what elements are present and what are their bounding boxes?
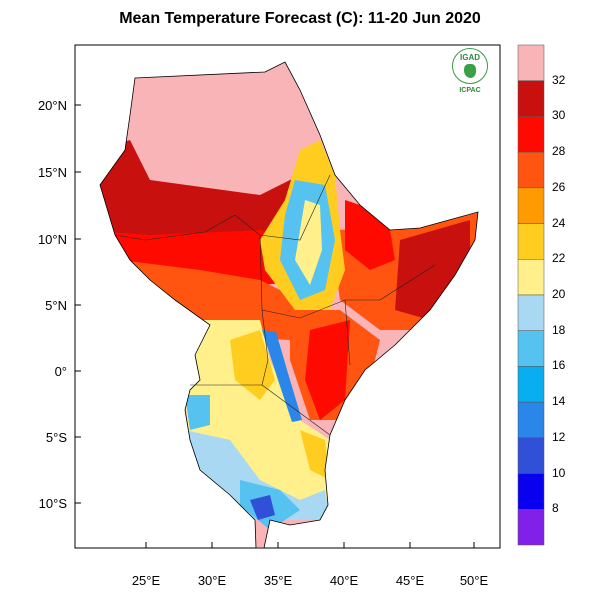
colorbar-label: 24 (552, 215, 566, 230)
x-tick-label: 40°E (330, 573, 359, 588)
y-tick-label: 10°S (39, 496, 68, 511)
x-tick-label: 35°E (264, 573, 293, 588)
colorbar-swatch (517, 187, 545, 224)
colorbar-label: 28 (552, 144, 566, 159)
colorbar-swatch (517, 223, 545, 260)
colorbar-label: 8 (552, 501, 559, 516)
y-tick-label: 5°N (45, 298, 67, 313)
y-tick-label: 0° (55, 364, 67, 379)
internal-borders (114, 174, 436, 436)
x-tick-label: 25°E (132, 573, 161, 588)
colorbar-swatch (517, 80, 545, 117)
colorbar-swatch (517, 366, 545, 403)
icpac-logo: IGAD ICPAC (445, 48, 495, 104)
colorbar-label: 26 (552, 179, 566, 194)
axis-ticks: 25°E 30°E 35°E 40°E 45°E 50°E 20°N 15°N 10°N 5°N 0… (38, 98, 489, 588)
y-tick-label: 5°S (46, 430, 67, 445)
colorbar-label: 32 (552, 72, 566, 87)
colorbar-label: 12 (552, 429, 566, 444)
colorbar-swatch (517, 44, 545, 81)
logo-icpac-text: ICPAC (459, 87, 481, 94)
colorbar-label: 10 (552, 465, 566, 480)
logo-igad-text: IGAD (460, 53, 480, 62)
y-tick-label: 15°N (38, 165, 67, 180)
colorbar-label: 20 (552, 287, 566, 301)
colorbar-label: 14 (552, 394, 566, 409)
colorbar-swatch (517, 116, 545, 153)
colorbar-swatch (517, 473, 545, 510)
colorbar (517, 44, 545, 546)
colorbar-swatch (517, 330, 545, 367)
x-tick-label: 45°E (396, 573, 425, 588)
colorbar-swatch (517, 401, 545, 439)
x-tick-label: 30°E (198, 573, 227, 588)
colorbar-swatch (517, 151, 545, 189)
colorbar-swatch (517, 509, 545, 546)
colorbar-swatch (517, 259, 545, 296)
y-tick-label: 20°N (38, 98, 67, 113)
y-tick-label: 10°N (38, 232, 67, 247)
colorbar-label: 16 (552, 358, 566, 373)
colorbar-label: 30 (552, 108, 566, 123)
colorbar-label: 18 (552, 322, 566, 337)
x-tick-label: 50°E (460, 573, 489, 588)
map-title: Mean Temperature Forecast (C): 11-20 Jun… (119, 10, 481, 27)
colorbar-swatch (517, 437, 545, 474)
colorbar-swatch (517, 294, 545, 331)
colorbar-label: 22 (552, 251, 566, 266)
